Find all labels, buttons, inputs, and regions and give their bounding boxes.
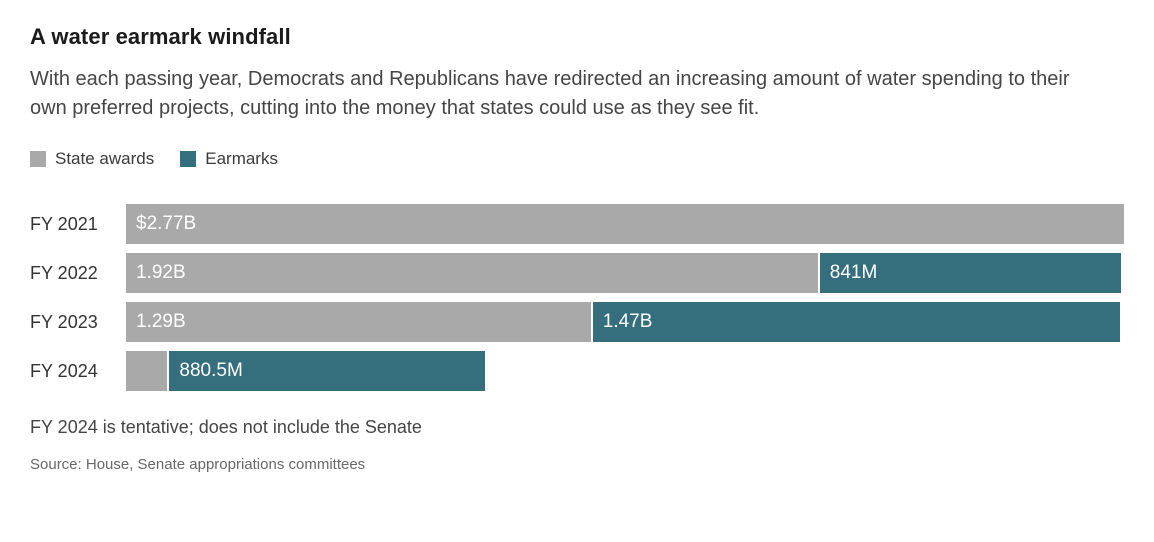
row-label: FY 2021 [30, 213, 98, 234]
legend-swatch-earmarks [180, 151, 197, 168]
row-label: FY 2023 [30, 311, 98, 332]
chart: FY 2021 $2.77B FY 2022 1.92B 841M FY 2023 1.29… [30, 204, 1124, 392]
legend-label-state-awards: State awards [55, 149, 155, 169]
bar-segment-state [126, 351, 168, 392]
legend-label-earmarks: Earmarks [205, 149, 278, 169]
bar-value-label: 1.92B [136, 262, 186, 284]
bar-value-label: 1.29B [136, 311, 186, 333]
bar-value-label: 1.47B [602, 311, 653, 333]
bar-track: 1.29B 1.47B [126, 302, 1124, 343]
chart-source: Source: House, Senate appropriations com… [30, 456, 366, 474]
bar-track: 880.5M [126, 351, 1124, 392]
legend-swatch-state-awards [30, 151, 46, 168]
bar-segment-state: $2.77B [126, 204, 1124, 245]
bar-value-label: 880.5M [179, 360, 243, 382]
chart-row: FY 2023 1.29B 1.47B [30, 302, 1124, 343]
bar-segment-earmark: 841M [817, 253, 1121, 294]
chart-subtitle: With each passing year, Democrats and Re… [30, 68, 1070, 119]
legend: State awards Earmarks [30, 149, 1124, 169]
bar-value-label: 841M [829, 262, 878, 284]
bar-segment-state: 1.92B [126, 253, 818, 294]
row-label: FY 2024 [30, 360, 98, 381]
chart-row: FY 2024 880.5M [30, 351, 1124, 392]
chart-row: FY 2021 $2.77B [30, 204, 1124, 245]
legend-item-earmarks: Earmarks [180, 149, 278, 169]
bar-segment-earmark: 1.47B [590, 302, 1121, 343]
row-label: FY 2022 [30, 262, 98, 283]
bar-track: $2.77B [126, 204, 1124, 245]
bar-segment-state: 1.29B [126, 302, 591, 343]
legend-item-state-awards: State awards [30, 149, 154, 169]
bar-track: 1.92B 841M [126, 253, 1124, 294]
bar-segment-earmark: 880.5M [167, 351, 485, 392]
bar-value-label: $2.77B [136, 213, 197, 235]
chart-row: FY 2022 1.92B 841M [30, 253, 1124, 294]
page-title: A water earmark windfall [30, 24, 291, 49]
chart-note: FY 2024 is tentative; does not include t… [30, 417, 422, 438]
